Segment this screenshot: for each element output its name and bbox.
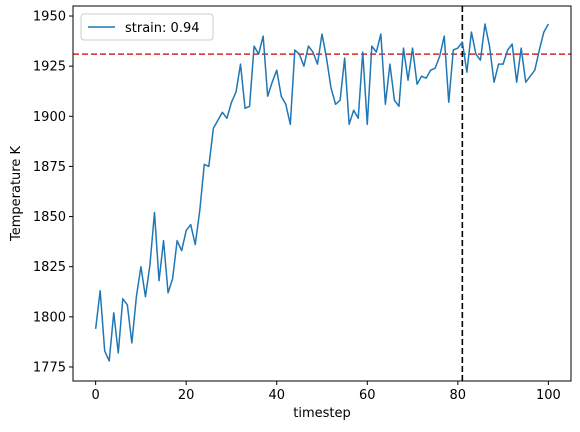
y-tick-label: 1900 xyxy=(33,110,66,125)
series-line xyxy=(94,23,550,362)
y-tick-label: 1950 xyxy=(33,10,66,25)
x-tick-label: 100 xyxy=(536,388,561,403)
y-tick-label: 1875 xyxy=(33,160,66,175)
legend-box xyxy=(80,13,214,41)
y-tick-label: 1825 xyxy=(33,260,66,275)
y-tick-label: 1800 xyxy=(33,310,66,325)
legend-entry: strain: 0.94 xyxy=(125,21,200,36)
x-axis-label: timestep xyxy=(293,406,351,421)
legend: strain: 0.94 xyxy=(80,13,214,41)
reference-lines xyxy=(73,6,571,381)
y-tick-label: 1925 xyxy=(33,60,66,75)
series-layer xyxy=(94,23,550,362)
y-tick-label: 1775 xyxy=(33,360,66,375)
x-tick-label: 0 xyxy=(91,388,99,403)
x-tick-label: 60 xyxy=(359,388,376,403)
x-axis: 0 20 40 60 80 100 xyxy=(91,381,561,403)
x-tick-label: 20 xyxy=(178,388,195,403)
x-tick-label: 80 xyxy=(450,388,467,403)
x-tick-label: 40 xyxy=(268,388,285,403)
y-axis: 1775 1800 1825 1850 1875 1900 1925 1950 xyxy=(33,10,73,375)
y-axis-label: Temperature K xyxy=(9,146,24,242)
plot-frame xyxy=(72,5,572,382)
y-tick-label: 1850 xyxy=(33,210,66,225)
